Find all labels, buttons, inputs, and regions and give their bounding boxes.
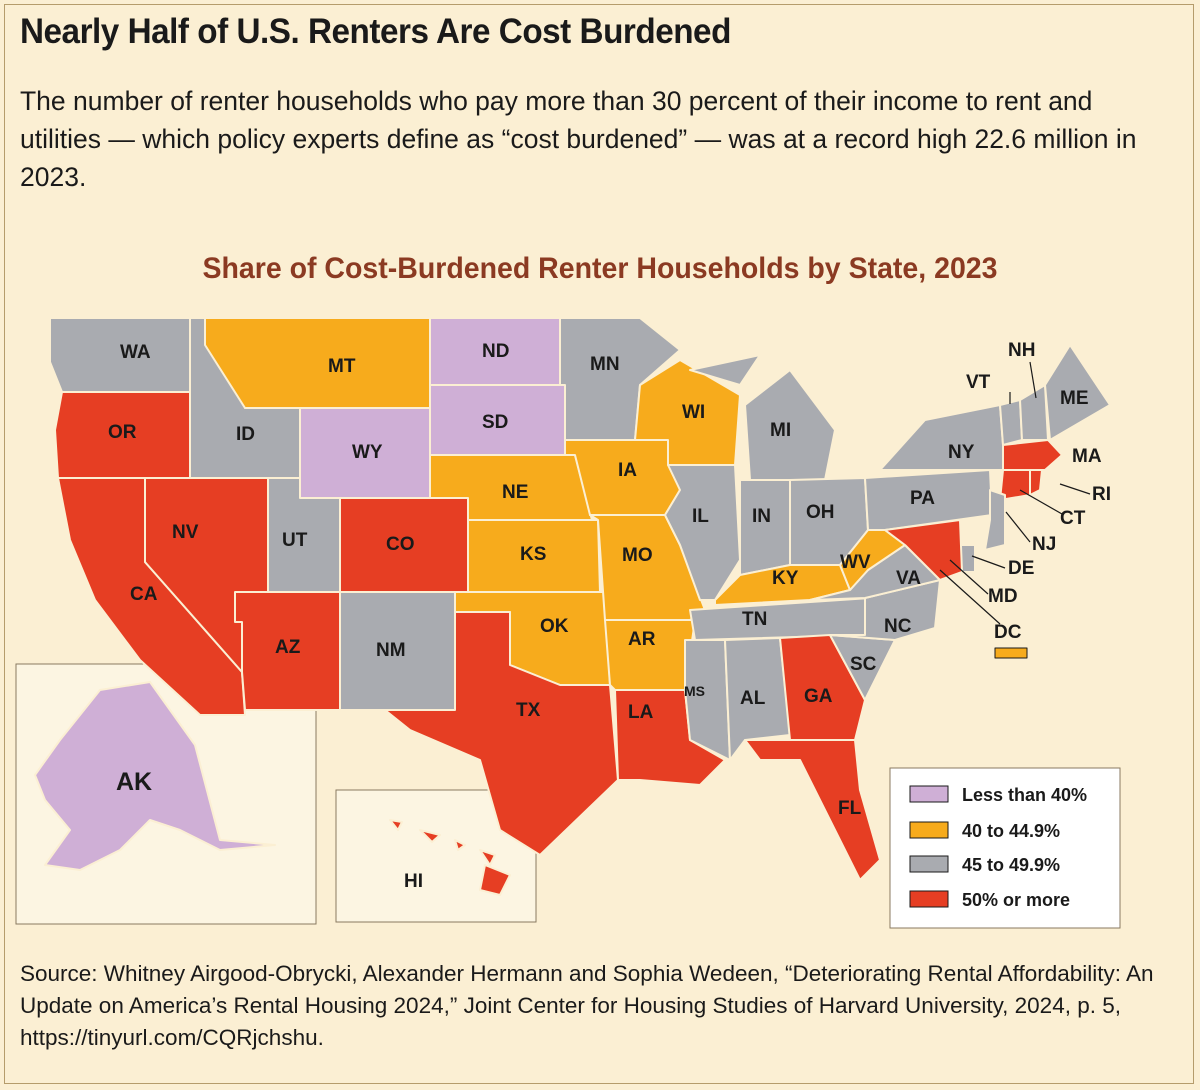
label-mn: MN bbox=[590, 354, 620, 375]
state-ma bbox=[1002, 439, 1063, 471]
label-nd: ND bbox=[482, 341, 509, 362]
leader-line-nh bbox=[1029, 361, 1037, 399]
label-il: IL bbox=[692, 506, 709, 527]
map-legend: Less than 40% 40 to 44.9% 45 to 49.9% 50… bbox=[889, 767, 1121, 929]
legend-swatch bbox=[909, 821, 949, 839]
label-co: CO bbox=[386, 534, 415, 555]
label-ca: CA bbox=[130, 584, 158, 605]
state-mi bbox=[689, 354, 836, 481]
state-nh bbox=[1019, 384, 1049, 441]
leader-line-nj bbox=[1005, 511, 1031, 543]
label-ga: GA bbox=[804, 686, 833, 707]
label-ks: KS bbox=[520, 544, 546, 565]
label-me: ME bbox=[1060, 388, 1089, 409]
leader-line-de bbox=[971, 555, 1006, 569]
state-in bbox=[739, 479, 791, 576]
state-dc bbox=[994, 647, 1028, 659]
state-ny bbox=[879, 404, 1006, 471]
label-dc: DC bbox=[994, 622, 1022, 643]
label-ny: NY bbox=[948, 442, 975, 463]
state-nj bbox=[984, 489, 1006, 551]
label-ma: MA bbox=[1072, 446, 1102, 467]
leader-line-ri bbox=[1059, 483, 1091, 495]
label-al: AL bbox=[740, 688, 766, 709]
label-mo: MO bbox=[622, 545, 653, 566]
label-oh: OH bbox=[806, 502, 835, 523]
label-az: AZ bbox=[275, 637, 301, 658]
leader-line-md bbox=[949, 559, 989, 595]
state-vt bbox=[999, 399, 1023, 446]
state-ri bbox=[1029, 469, 1043, 496]
state-ms bbox=[684, 639, 731, 761]
label-nh: NH bbox=[1008, 340, 1035, 361]
label-nv: NV bbox=[172, 522, 199, 543]
label-ri: RI bbox=[1092, 484, 1111, 505]
label-or: OR bbox=[108, 422, 137, 443]
source-citation: Source: Whitney Airgood-Obrycki, Alexand… bbox=[20, 961, 1154, 1050]
figure-frame bbox=[4, 4, 1194, 1084]
state-hi bbox=[389, 819, 511, 896]
label-tn: TN bbox=[742, 609, 767, 630]
label-nj: NJ bbox=[1032, 534, 1056, 555]
state-mt bbox=[204, 317, 431, 409]
legend-swatch bbox=[909, 890, 949, 908]
label-wa: WA bbox=[120, 342, 151, 363]
state-fl bbox=[744, 739, 881, 881]
label-wi: WI bbox=[682, 402, 705, 423]
label-ia: IA bbox=[618, 460, 637, 481]
state-me bbox=[1044, 344, 1111, 441]
label-sc: SC bbox=[850, 654, 877, 675]
map-title: Share of Cost-Burdened Renter Households… bbox=[202, 252, 998, 285]
label-id: ID bbox=[236, 424, 255, 445]
state-labels-layer: WA OR CA NV ID MT WY UT CO AZ NM ND SD N… bbox=[108, 340, 1111, 892]
label-md: MD bbox=[988, 586, 1018, 607]
legend-label: Less than 40% bbox=[962, 785, 1087, 805]
label-nc: NC bbox=[884, 616, 912, 637]
label-wv: WV bbox=[840, 552, 871, 573]
label-mi: MI bbox=[770, 420, 791, 441]
state-ak bbox=[34, 681, 276, 871]
legend-label: 50% or more bbox=[962, 890, 1070, 910]
state-al bbox=[724, 637, 791, 761]
legend-label: 45 to 49.9% bbox=[962, 855, 1060, 875]
legend-swatch bbox=[909, 785, 949, 803]
label-ne: NE bbox=[502, 482, 528, 503]
label-ut: UT bbox=[282, 530, 308, 551]
label-pa: PA bbox=[910, 488, 935, 509]
states-layer bbox=[34, 317, 1111, 896]
page-title: Nearly Half of U.S. Renters Are Cost Bur… bbox=[20, 12, 731, 51]
label-fl: FL bbox=[838, 798, 862, 819]
legend-label: 40 to 44.9% bbox=[962, 821, 1060, 841]
label-hi: HI bbox=[404, 871, 423, 892]
label-va: VA bbox=[896, 568, 921, 589]
label-ak: AK bbox=[116, 768, 152, 796]
label-sd: SD bbox=[482, 412, 508, 433]
label-tx: TX bbox=[516, 700, 541, 721]
label-ms: MS bbox=[684, 683, 705, 699]
label-vt: VT bbox=[966, 372, 991, 393]
leader-line-dc bbox=[939, 569, 1001, 625]
state-md bbox=[884, 519, 963, 581]
leader-line-ct bbox=[1019, 489, 1063, 515]
label-nm: NM bbox=[376, 640, 406, 661]
label-la: LA bbox=[628, 702, 654, 723]
label-wy: WY bbox=[352, 442, 383, 463]
legend-swatch bbox=[909, 855, 949, 873]
label-in: IN bbox=[752, 506, 771, 527]
state-tx bbox=[384, 611, 619, 856]
label-ok: OK bbox=[540, 616, 569, 637]
label-ar: AR bbox=[628, 629, 656, 650]
state-il bbox=[664, 464, 741, 601]
label-de: DE bbox=[1008, 558, 1034, 579]
page-subtitle: The number of renter households who pay … bbox=[20, 86, 1137, 192]
label-mt: MT bbox=[328, 356, 356, 377]
label-ct: CT bbox=[1060, 508, 1086, 529]
label-ky: KY bbox=[772, 568, 799, 589]
